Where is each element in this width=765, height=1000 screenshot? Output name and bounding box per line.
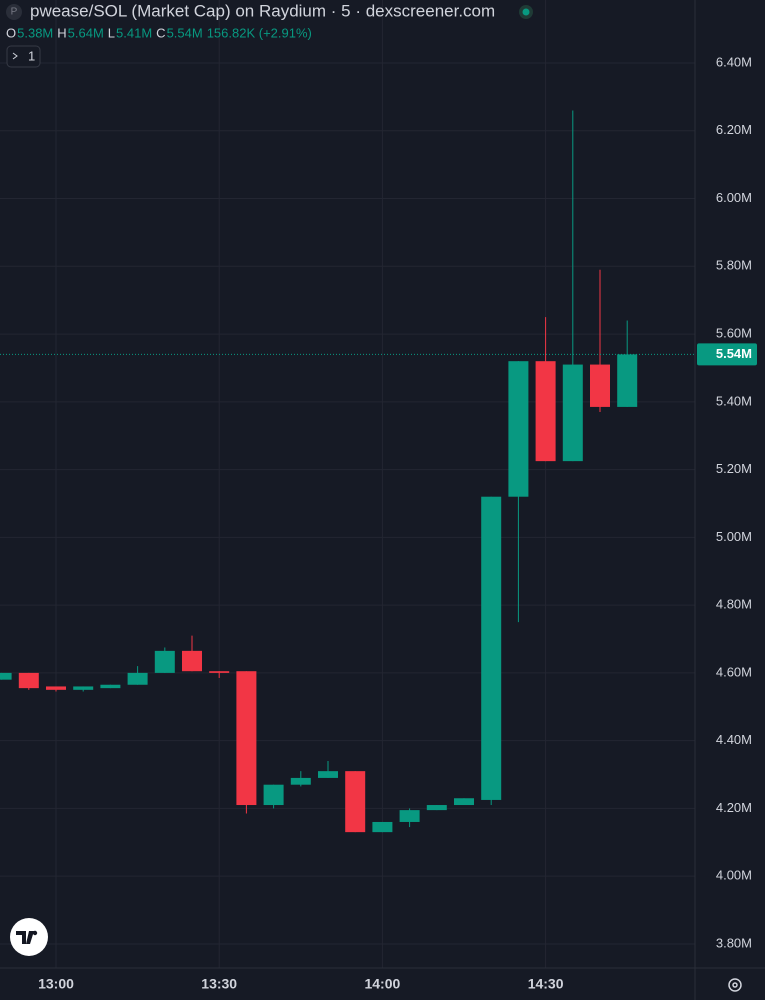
y-tick-label: 5.60M [716, 326, 752, 341]
candle-body [236, 671, 257, 806]
candles [0, 110, 638, 833]
candle-body [617, 354, 638, 407]
candle-body [0, 672, 12, 680]
grid [0, 0, 695, 968]
candle-body [73, 686, 94, 690]
y-tick-label: 6.20M [716, 122, 752, 137]
candle-body [209, 671, 230, 673]
y-tick-label: 6.00M [716, 190, 752, 205]
candle-body [535, 361, 556, 462]
candle-body [562, 364, 583, 462]
collapse-button[interactable] [6, 45, 41, 68]
candle-body [481, 496, 502, 800]
candle-body [127, 672, 148, 685]
ohlc-legend: O 5.38M H 5.64M L 5.41M C 5.54M 156.82K (+2.91%) [6, 25, 312, 40]
tv-logo [10, 918, 48, 956]
last-price-box [697, 343, 757, 366]
chart-title: pwease/SOL (Market Cap) on Raydium · 5 ·… [30, 1, 495, 20]
chevron [12, 52, 18, 60]
y-tick-label: 5.20M [716, 461, 752, 476]
y-tick-label: 5.00M [716, 529, 752, 544]
ohlc-value: 5.54M [167, 25, 203, 40]
candle-body [399, 810, 420, 822]
y-tick-label: 5.40M [716, 393, 752, 408]
token-icon [6, 4, 22, 20]
candle-body [590, 364, 610, 407]
ohlc-value: 5.38M [17, 25, 53, 40]
ohlc-key: C [156, 25, 165, 40]
x-tick-label: 13:30 [201, 976, 237, 992]
token-icon-letter: P [11, 7, 18, 18]
candle-body [372, 821, 393, 833]
candle-body [508, 361, 529, 497]
candle-body [290, 777, 311, 785]
y-tick-label: 4.80M [716, 597, 752, 612]
y-tick-label: 4.60M [716, 664, 752, 679]
candle-body [46, 686, 66, 690]
candle-body [426, 805, 447, 811]
x-tick-label: 14:30 [528, 976, 564, 992]
ohlc-value: 5.64M [68, 25, 104, 40]
candle-body [345, 771, 366, 833]
ohlc-value: 5.41M [116, 25, 152, 40]
y-tick-label: 5.80M [716, 258, 752, 273]
status-dot [522, 8, 530, 16]
y-tick-label: 3.80M [716, 935, 752, 950]
indicator-count[interactable]: 1 [28, 48, 35, 63]
x-tick-label: 14:00 [364, 976, 400, 992]
candle-body [454, 798, 474, 806]
candle-body [154, 650, 175, 673]
ohlc-key: O [6, 25, 16, 40]
candle-body [318, 771, 338, 778]
last-price-label: 5.54M [716, 346, 752, 361]
y-tick-label: 4.00M [716, 868, 752, 883]
candle-body [182, 650, 202, 672]
candle-body [100, 684, 121, 689]
candle-body [263, 784, 284, 806]
y-tick-label: 6.40M [716, 54, 752, 69]
y-tick-label: 4.20M [716, 800, 752, 815]
ohlc-key: L [108, 25, 115, 40]
settings-icon[interactable] [728, 978, 742, 992]
y-tick-label: 4.40M [716, 732, 752, 747]
candle-body [18, 672, 39, 689]
ohlc-change: 156.82K (+2.91%) [207, 25, 312, 40]
ohlc-key: H [57, 25, 66, 40]
x-tick-label: 13:00 [38, 976, 74, 992]
